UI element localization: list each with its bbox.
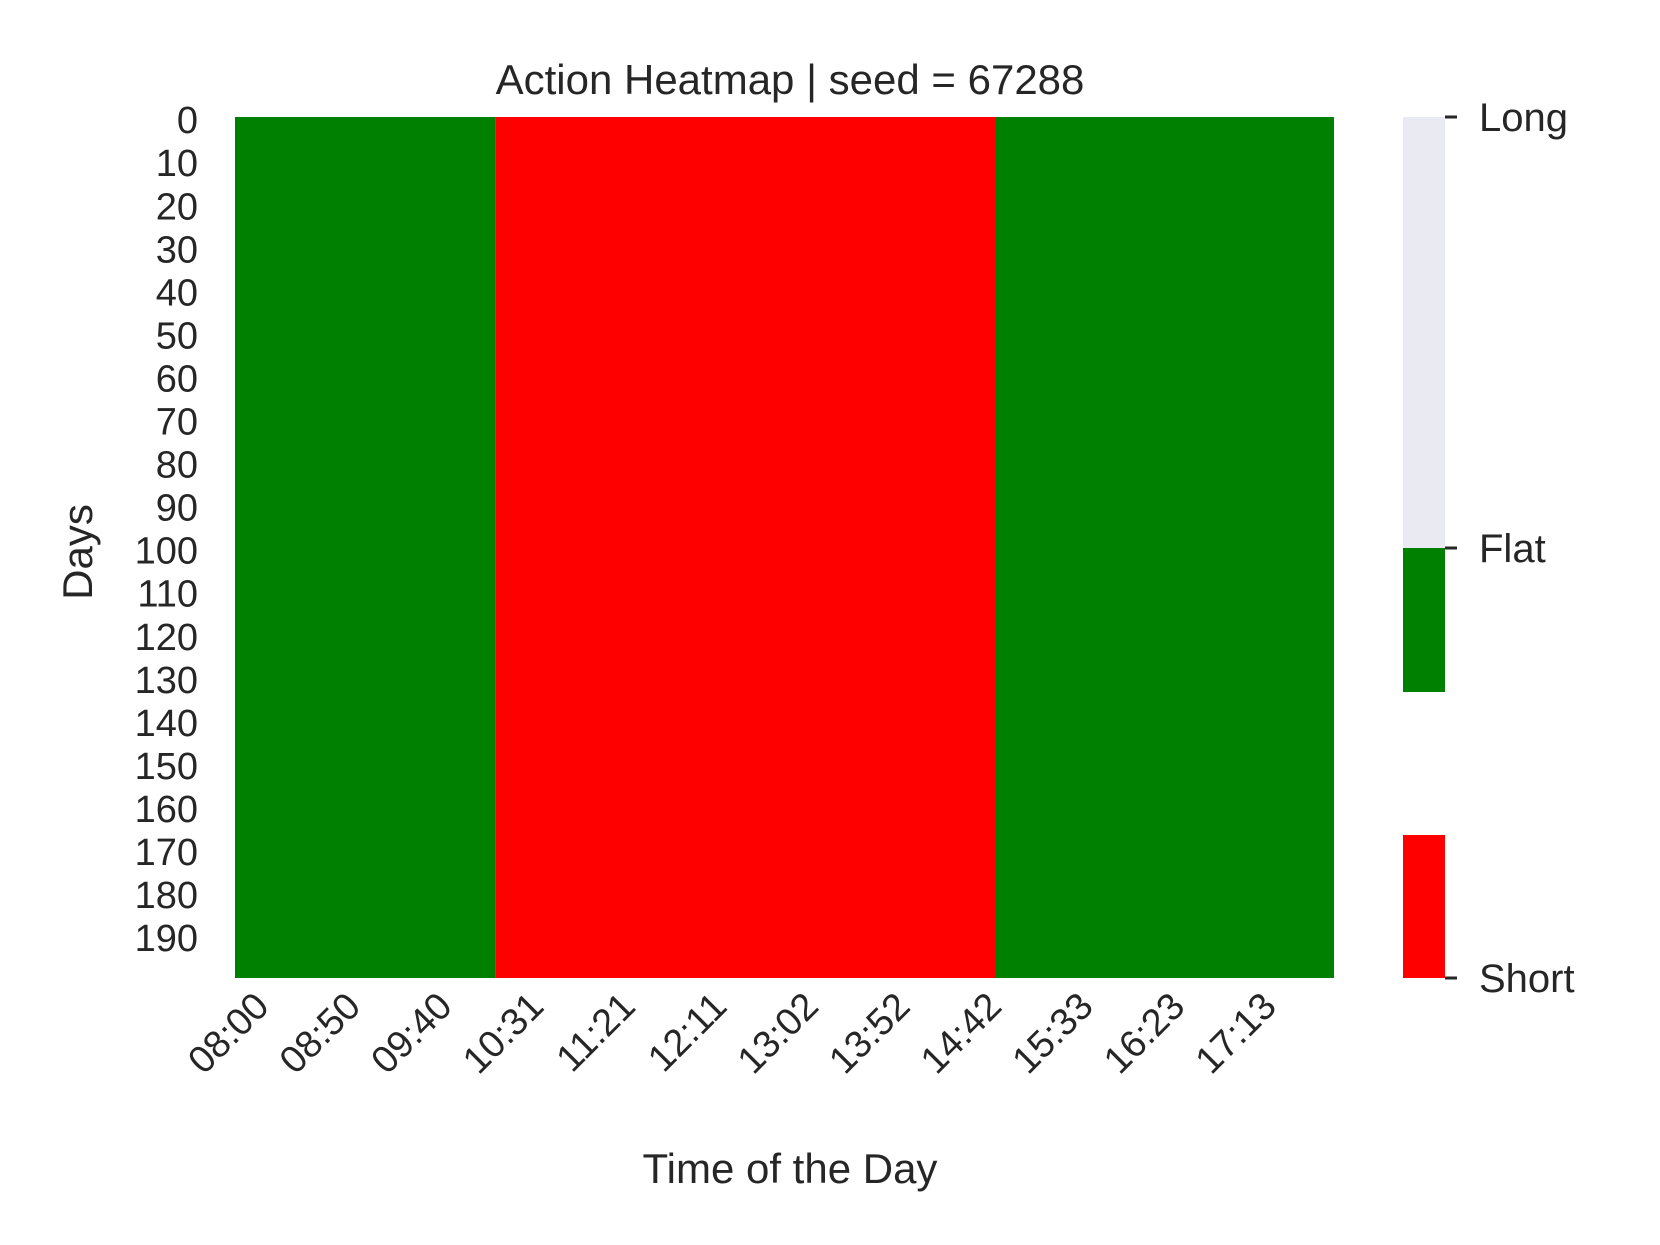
y-tick-label: 70 [156,402,198,444]
y-axis-label: Days [54,504,101,600]
heatmap-region-flat-0 [235,117,496,978]
y-tick-label: 50 [156,315,198,357]
x-tick-label: 13:52 [821,985,918,1082]
y-tick-label: 190 [135,918,198,960]
y-tick-label: 120 [135,617,198,659]
x-tick-label: 08:00 [180,985,277,1082]
x-tick-label: 11:21 [549,985,644,1080]
x-tick-label: 13:02 [730,985,827,1082]
y-tick-label: 130 [135,660,198,702]
colorbar-tick-label: Flat [1479,527,1546,571]
y-tick-label: 40 [156,272,198,314]
y-tick-label: 0 [177,100,198,142]
chart-title: Action Heatmap | seed = 67288 [496,56,1085,103]
y-tick-label: 170 [135,832,198,874]
heatmap-plot-area [235,117,1334,978]
y-tick-label: 140 [135,703,198,745]
x-tick-label: 15:33 [1005,985,1102,1082]
colorbar-tick-label: Long [1479,96,1568,140]
x-tick-label: 14:42 [913,985,1010,1082]
colorbar-segment-long [1403,117,1445,548]
y-tick-label: 10 [156,143,198,185]
x-tick-label: 16:23 [1096,985,1193,1082]
y-tick-label: 90 [156,488,198,530]
y-tick-label: 80 [156,445,198,487]
y-axis-ticks: 0102030405060708090100110120130140150160… [135,100,198,960]
x-axis-ticks: 08:0008:5009:4010:3111:2112:1113:0213:52… [180,985,1284,1082]
x-tick-label: 08:50 [272,985,369,1082]
colorbar-segment-flat [1403,548,1445,692]
x-tick-label: 17:13 [1188,985,1285,1082]
y-tick-label: 100 [135,531,198,573]
y-tick-label: 60 [156,358,198,400]
colorbar-segment-short [1403,835,1445,978]
heatmap-region-short-1 [495,117,995,978]
y-tick-label: 110 [137,574,198,616]
x-axis-label: Time of the Day [643,1145,938,1192]
y-tick-label: 20 [156,186,198,228]
x-tick-label: 12:11 [640,985,735,1080]
x-tick-label: 10:31 [455,985,552,1082]
heatmap-region-flat-2 [994,117,1334,978]
y-tick-label: 150 [135,746,198,788]
y-tick-label: 160 [135,789,198,831]
y-tick-label: 30 [156,229,198,271]
colorbar: Long Flat Short [1403,96,1575,1001]
x-tick-label: 09:40 [364,985,461,1082]
colorbar-tick-label: Short [1479,957,1575,1001]
y-tick-label: 180 [135,875,198,917]
